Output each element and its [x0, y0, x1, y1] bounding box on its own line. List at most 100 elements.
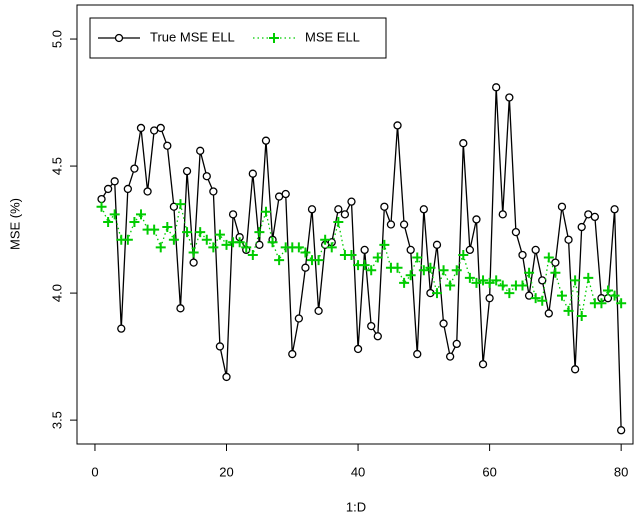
data-point	[393, 121, 402, 130]
data-point	[123, 184, 132, 194]
data-point	[234, 237, 245, 248]
data-point	[531, 245, 540, 255]
data-point	[570, 275, 581, 286]
plot-frame	[76, 4, 634, 445]
data-point	[294, 314, 304, 323]
data-point	[208, 242, 219, 253]
data-point	[110, 177, 119, 186]
data-point	[518, 250, 527, 260]
data-point	[590, 212, 600, 222]
data-point	[418, 265, 429, 276]
data-point	[130, 164, 139, 173]
data-point	[214, 229, 225, 240]
data-point	[261, 136, 271, 145]
data-point	[511, 227, 521, 237]
data-point	[504, 288, 515, 299]
data-point	[117, 324, 126, 333]
data-point	[603, 285, 614, 296]
data-point	[609, 290, 620, 301]
data-point	[412, 252, 423, 263]
data-point	[484, 277, 495, 288]
data-point	[556, 290, 567, 301]
x-tick-label: 0	[91, 464, 98, 479]
y-tick-label: 4.5	[49, 157, 64, 175]
data-point	[248, 169, 257, 178]
data-point	[544, 309, 553, 318]
data-point	[610, 205, 619, 214]
data-point	[346, 249, 357, 260]
data-point	[136, 209, 146, 220]
data-point	[175, 199, 186, 210]
data-point	[155, 242, 166, 253]
data-point	[96, 201, 107, 212]
data-point	[333, 216, 344, 227]
data-point	[472, 215, 481, 224]
data-point	[550, 267, 561, 278]
data-point	[380, 202, 389, 211]
y-tick-label: 5.0	[49, 30, 64, 48]
x-tick-label: 60	[482, 464, 496, 479]
data-point	[97, 194, 106, 204]
data-point	[465, 245, 475, 255]
x-tick-label: 80	[614, 464, 628, 479]
data-point	[538, 276, 547, 285]
data-point	[432, 240, 442, 249]
data-point	[438, 265, 449, 276]
data-point	[431, 288, 442, 299]
data-point	[386, 220, 396, 229]
data-point	[564, 235, 573, 244]
data-point	[616, 298, 627, 309]
data-point	[260, 206, 271, 217]
y-tick-label: 3.5	[49, 411, 64, 429]
data-point	[353, 344, 363, 354]
data-point	[221, 239, 232, 250]
data-point	[274, 255, 285, 266]
data-point	[347, 197, 356, 206]
data-point	[314, 306, 323, 316]
legend-marker	[114, 33, 124, 43]
data-point	[445, 352, 455, 361]
data-point	[425, 262, 436, 273]
data-point	[215, 342, 225, 351]
data-point	[478, 360, 488, 369]
data-point	[543, 252, 554, 263]
data-point	[201, 234, 212, 245]
data-point	[399, 277, 410, 288]
data-point	[168, 234, 179, 245]
data-point	[109, 209, 120, 220]
data-point	[222, 372, 231, 382]
data-point	[149, 224, 160, 235]
data-point	[399, 220, 409, 229]
data-point	[326, 242, 337, 253]
data-point	[267, 237, 278, 248]
data-point	[491, 275, 502, 286]
data-point	[176, 304, 185, 313]
data-point	[524, 267, 535, 278]
y-axis-label: MSE (%)	[7, 198, 22, 250]
data-point	[228, 210, 238, 219]
data-point	[313, 255, 324, 266]
data-point	[340, 210, 350, 219]
data-point	[419, 205, 428, 214]
legend-marker	[269, 33, 279, 43]
data-point	[366, 265, 377, 276]
data-point	[202, 172, 211, 181]
data-point	[122, 234, 133, 245]
data-point	[334, 205, 343, 214]
data-point	[209, 187, 218, 196]
data-point	[492, 83, 501, 92]
data-point	[452, 339, 461, 349]
data-point	[359, 260, 370, 271]
data-point	[551, 258, 560, 267]
data-point	[445, 280, 456, 291]
data-point	[478, 275, 489, 286]
data-point	[498, 210, 507, 219]
data-point	[405, 270, 416, 281]
data-point	[301, 263, 310, 272]
data-point	[617, 426, 626, 435]
data-point	[195, 227, 206, 238]
data-point	[156, 123, 165, 133]
data-point	[189, 258, 198, 267]
data-point	[485, 294, 494, 303]
y-tick-label: 4.0	[49, 284, 64, 302]
